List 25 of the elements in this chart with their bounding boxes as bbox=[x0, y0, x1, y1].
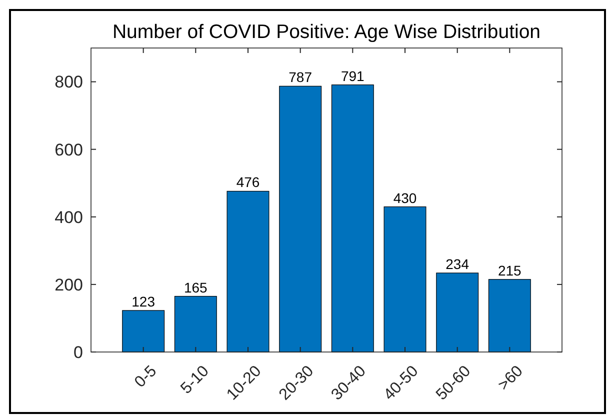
bar bbox=[279, 86, 322, 352]
bar bbox=[331, 84, 374, 352]
data-label: 430 bbox=[393, 190, 417, 206]
y-tick-label: 400 bbox=[54, 208, 83, 227]
bar bbox=[122, 310, 165, 352]
data-label: 787 bbox=[288, 69, 312, 86]
bar bbox=[436, 272, 479, 352]
bar bbox=[488, 279, 531, 352]
data-label: 215 bbox=[498, 262, 522, 278]
chart-title: Number of COVID Positive: Age Wise Distribution bbox=[112, 21, 541, 43]
x-tick-label: 0-5 bbox=[132, 362, 160, 392]
bar bbox=[384, 206, 426, 352]
data-label: 123 bbox=[132, 293, 156, 310]
data-label: 165 bbox=[184, 279, 208, 296]
data-label: 791 bbox=[340, 68, 365, 84]
x-tick-label: >60 bbox=[495, 362, 526, 394]
y-tick-label: 0 bbox=[74, 342, 83, 362]
data-label: 476 bbox=[236, 174, 260, 190]
y-tick-label: 200 bbox=[54, 275, 83, 294]
y-tick-label: 800 bbox=[54, 72, 83, 92]
bar bbox=[226, 190, 270, 352]
data-label: 234 bbox=[446, 256, 470, 272]
x-tick-label: 5-10 bbox=[178, 362, 212, 398]
y-tick-label: 600 bbox=[54, 140, 83, 160]
bar bbox=[174, 296, 217, 352]
